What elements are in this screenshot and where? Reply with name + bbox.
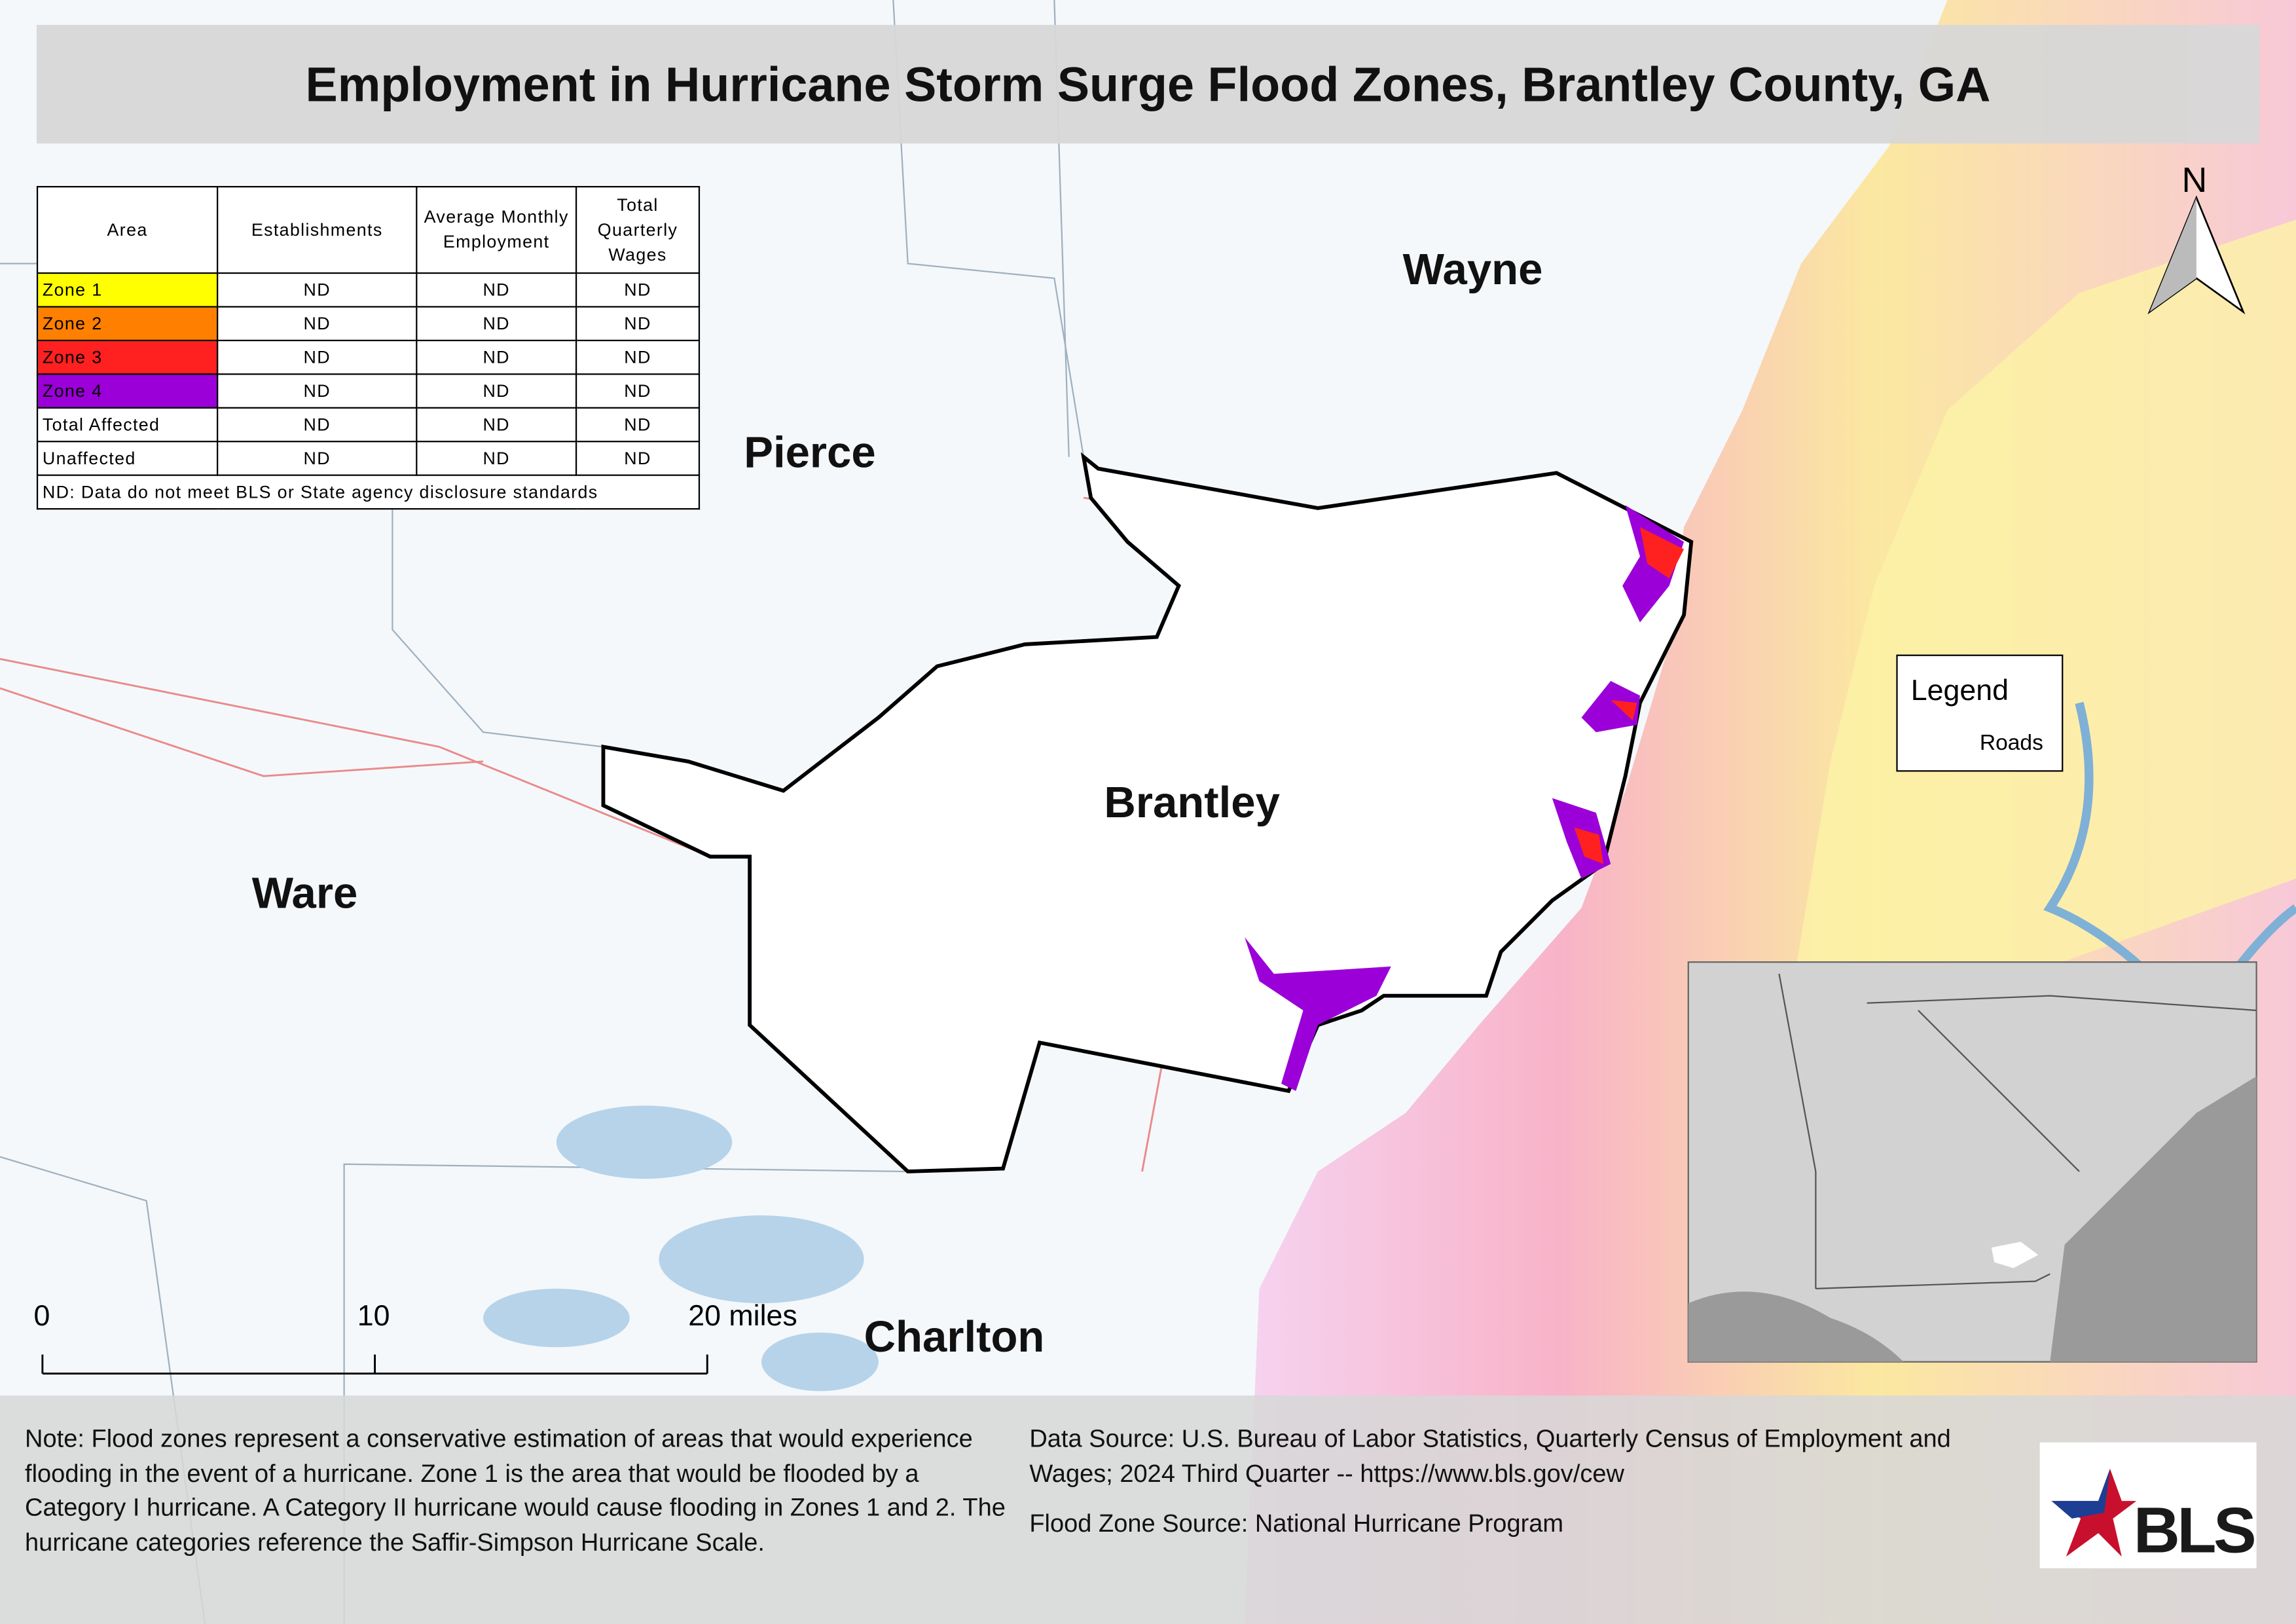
lakes bbox=[483, 1105, 879, 1392]
inset-gulf bbox=[1688, 1291, 1904, 1362]
value-cell: ND bbox=[416, 441, 577, 476]
table-row: Zone 2 ND ND ND bbox=[36, 306, 701, 342]
county-label: Brantley bbox=[1104, 779, 1280, 828]
value-cell: ND bbox=[217, 339, 418, 375]
coastal-zone bbox=[1786, 219, 2296, 1025]
flood-source: Flood Zone Source: National Hurricane Pr… bbox=[1029, 1509, 1564, 1538]
table-row: Zone 3 ND ND ND bbox=[36, 339, 701, 375]
brantley-boundary bbox=[601, 452, 1694, 1173]
value-cell: ND bbox=[575, 373, 701, 409]
data-source: Data Source: U.S. Bureau of Labor Statis… bbox=[1029, 1424, 1951, 1487]
value-cell: ND bbox=[217, 407, 418, 443]
logo: BLS bbox=[2039, 1442, 2257, 1568]
inset-brantley bbox=[1991, 1242, 2039, 1268]
legend-item: Roads bbox=[1979, 730, 2043, 756]
area-cell: Zone 4 bbox=[36, 373, 219, 409]
header-cell: Average Monthly Employment bbox=[416, 185, 577, 274]
value-cell: ND bbox=[416, 407, 577, 443]
north-label: N bbox=[2181, 160, 2208, 201]
county-label: Pierce bbox=[744, 429, 876, 478]
county-label: Wayne bbox=[1402, 246, 1543, 295]
scale-label: 20 miles bbox=[688, 1300, 797, 1333]
scale-label: 10 bbox=[357, 1300, 390, 1333]
map-title: Employment in Hurricane Storm Surge Floo… bbox=[36, 25, 2260, 144]
flood-zones bbox=[1245, 505, 1685, 1091]
logo-text: BLS bbox=[2133, 1495, 2257, 1567]
county-label: Ware bbox=[251, 870, 358, 919]
value-cell: ND bbox=[416, 306, 577, 342]
logo-mark bbox=[2051, 1468, 2137, 1557]
table-row: Zone 4 ND ND ND bbox=[36, 373, 701, 409]
table-row: Total Affected ND ND ND bbox=[36, 407, 701, 443]
value-cell: ND bbox=[217, 306, 418, 342]
header-cell: Area bbox=[36, 185, 219, 274]
river bbox=[2043, 701, 2296, 1033]
value-cell: ND bbox=[575, 339, 701, 375]
value-cell: ND bbox=[575, 272, 701, 308]
header-cell: Establishments bbox=[217, 185, 418, 274]
value-cell: ND bbox=[575, 407, 701, 443]
area-cell: Total Affected bbox=[36, 407, 219, 443]
scale-bar bbox=[41, 1354, 708, 1375]
scale-label: 0 bbox=[33, 1300, 50, 1333]
header-cell: Total Quarterly Wages bbox=[575, 185, 701, 274]
footer-panel: Note: Flood zones represent a conservati… bbox=[0, 1395, 2296, 1624]
value-cell: ND bbox=[575, 306, 701, 342]
area-cell: Zone 1 bbox=[36, 272, 219, 308]
county-label: Charlton bbox=[864, 1313, 1045, 1362]
value-cell: ND bbox=[416, 339, 577, 375]
table-header-row: Area Establishments Average Monthly Employ… bbox=[36, 185, 701, 274]
north-arrow bbox=[2147, 195, 2246, 315]
legend: Legend Roads bbox=[1896, 654, 2064, 772]
value-cell: ND bbox=[217, 441, 418, 476]
inset-ocean bbox=[2050, 1076, 2257, 1362]
table-row: Zone 1 ND ND ND bbox=[36, 272, 701, 308]
value-cell: ND bbox=[217, 373, 418, 409]
note: Note: Flood zones represent a conservati… bbox=[25, 1424, 1006, 1556]
area-cell: Unaffected bbox=[36, 441, 219, 476]
value-cell: ND bbox=[217, 272, 418, 308]
value-cell: ND bbox=[575, 441, 701, 476]
table-row: Unaffected ND ND ND bbox=[36, 441, 701, 476]
legend-title: Legend bbox=[1910, 674, 2009, 708]
area-cell: Zone 2 bbox=[36, 306, 219, 342]
footnote: ND: Data do not meet BLS or State agency… bbox=[36, 474, 701, 510]
value-cell: ND bbox=[416, 272, 577, 308]
inset-borders bbox=[1778, 973, 2257, 1289]
area-cell: Zone 3 bbox=[36, 339, 219, 375]
data-table: Area Establishments Average Monthly Employ… bbox=[36, 185, 701, 510]
value-cell: ND bbox=[416, 373, 577, 409]
table-footnote-row: ND: Data do not meet BLS or State agency… bbox=[36, 474, 701, 510]
